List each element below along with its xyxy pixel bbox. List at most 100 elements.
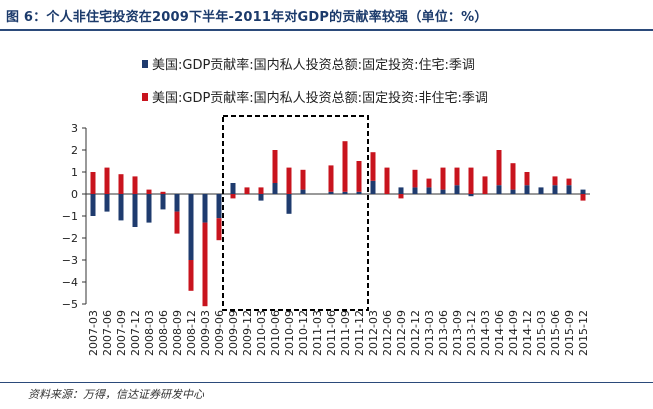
x-tick-label: 2007-06 — [101, 310, 114, 356]
bar-residential — [440, 189, 446, 194]
bar-non-residential — [118, 174, 124, 194]
bar-residential — [202, 194, 208, 223]
y-tick-label: −5 — [62, 298, 78, 311]
bar-non-residential — [454, 167, 460, 186]
x-tick-label: 2007-12 — [129, 310, 142, 356]
bar-residential — [188, 194, 194, 260]
bar-residential — [300, 189, 306, 194]
bar-non-residential — [468, 167, 474, 194]
bar-residential — [146, 194, 152, 223]
bar-non-residential — [328, 165, 334, 192]
bar-non-residential — [90, 172, 96, 194]
y-tick-label: 2 — [71, 144, 78, 157]
x-tick-label: 2013-06 — [437, 310, 450, 356]
x-tick-label: 2012-09 — [395, 310, 408, 356]
y-tick-label: 1 — [71, 166, 78, 179]
x-tick-label: 2007-03 — [87, 310, 100, 356]
x-tick-label: 2014-09 — [507, 310, 520, 356]
bar-residential — [118, 194, 124, 221]
x-tick-label: 2013-03 — [423, 310, 436, 356]
bar-residential — [496, 185, 502, 194]
bar-residential — [356, 191, 362, 194]
bar-non-residential — [146, 189, 152, 194]
bar-residential — [566, 185, 572, 194]
x-tick-label: 2015-09 — [563, 310, 576, 356]
x-tick-label: 2012-03 — [367, 310, 380, 356]
bar-residential — [230, 183, 236, 194]
highlight-box — [222, 115, 369, 311]
x-tick-label: 2015-03 — [535, 310, 548, 356]
bar-residential — [90, 194, 96, 216]
source-note: 资料来源：万得，信达证券研发中心 — [28, 388, 204, 401]
bar-non-residential — [258, 187, 264, 194]
x-tick-label: 2011-09 — [339, 310, 352, 356]
bar-residential — [132, 194, 138, 227]
x-tick-label: 2010-12 — [297, 310, 310, 356]
x-tick-label: 2014-06 — [493, 310, 506, 356]
legend-label-residential: 美国:GDP贡献率:国内私人投资总额:固定投资:住宅:季调 — [152, 58, 475, 73]
x-tick-label: 2011-03 — [311, 310, 324, 356]
bar-residential — [426, 187, 432, 194]
bar-residential — [538, 187, 544, 194]
x-tick-label: 2014-03 — [479, 310, 492, 356]
bar-non-residential — [104, 167, 110, 194]
bar-non-residential — [524, 172, 530, 186]
x-tick-label: 2008-12 — [185, 310, 198, 356]
y-tick-label: 3 — [71, 122, 78, 135]
bar-residential — [286, 194, 292, 214]
bar-non-residential — [174, 211, 180, 234]
bar-residential — [580, 189, 586, 194]
bar-residential — [160, 194, 166, 210]
bar-residential — [104, 194, 110, 212]
x-tick-label: 2011-12 — [353, 310, 366, 356]
legend-item-residential: 美国:GDP贡献率:国内私人投资总额:固定投资:住宅:季调 — [142, 54, 475, 73]
x-tick-label: 2009-06 — [213, 310, 226, 356]
x-tick-label: 2010-03 — [255, 310, 268, 356]
bar-residential — [412, 187, 418, 194]
x-tick-label: 2008-06 — [157, 310, 170, 356]
footer-divider — [0, 382, 653, 383]
x-tick-label: 2010-06 — [269, 310, 282, 356]
bar-non-residential — [370, 152, 376, 181]
y-tick-label: 0 — [71, 188, 78, 201]
bar-residential — [342, 191, 348, 194]
x-tick-label: 2007-09 — [115, 310, 128, 356]
bar-residential — [524, 185, 530, 194]
bar-residential — [216, 194, 222, 219]
bar-non-residential — [230, 194, 236, 199]
bar-residential — [328, 191, 334, 194]
bar-non-residential — [286, 167, 292, 194]
y-tick-label: −1 — [62, 210, 78, 223]
x-tick-label: 2013-09 — [451, 310, 464, 356]
bar-non-residential — [440, 167, 446, 190]
legend-label-non-residential: 美国:GDP贡献率:国内私人投资总额:固定投资:非住宅:季调 — [152, 91, 488, 106]
x-tick-label: 2012-06 — [381, 310, 394, 356]
y-tick-label: −4 — [62, 276, 78, 289]
bar-residential — [468, 194, 474, 197]
bar-residential — [454, 185, 460, 194]
y-tick-label: −3 — [62, 254, 78, 267]
bar-non-residential — [202, 222, 208, 307]
title-divider — [0, 29, 653, 31]
bar-chart: 3 2 1 0 −1 −2 −3 −4 −5 2007-03 2007-06 2007-09 2007-… — [62, 115, 590, 356]
bar-residential — [510, 189, 516, 194]
bar-residential — [272, 183, 278, 194]
legend-swatch-non-residential — [142, 92, 148, 101]
bar-non-residential — [566, 178, 572, 186]
y-tick-label: −2 — [62, 232, 78, 245]
bar-non-residential — [342, 141, 348, 192]
bar-non-residential — [272, 150, 278, 183]
x-tick-label: 2011-06 — [325, 310, 338, 356]
legend-item-non-residential: 美国:GDP贡献率:国内私人投资总额:固定投资:非住宅:季调 — [142, 87, 488, 106]
x-tick-label: 2014-12 — [521, 310, 534, 356]
x-tick-label: 2008-03 — [143, 310, 156, 356]
bar-non-residential — [398, 194, 404, 199]
x-tick-label: 2008-09 — [171, 310, 184, 356]
bar-non-residential — [384, 167, 390, 194]
page-title: 图 6：个人非住宅投资在2009下半年-2011年对GDP的贡献率较强（单位：%… — [6, 10, 488, 25]
x-tick-label: 2012-12 — [409, 310, 422, 356]
bar-non-residential — [244, 187, 250, 194]
bar-non-residential — [132, 176, 138, 194]
bar-non-residential — [188, 260, 194, 291]
bar-non-residential — [510, 163, 516, 190]
